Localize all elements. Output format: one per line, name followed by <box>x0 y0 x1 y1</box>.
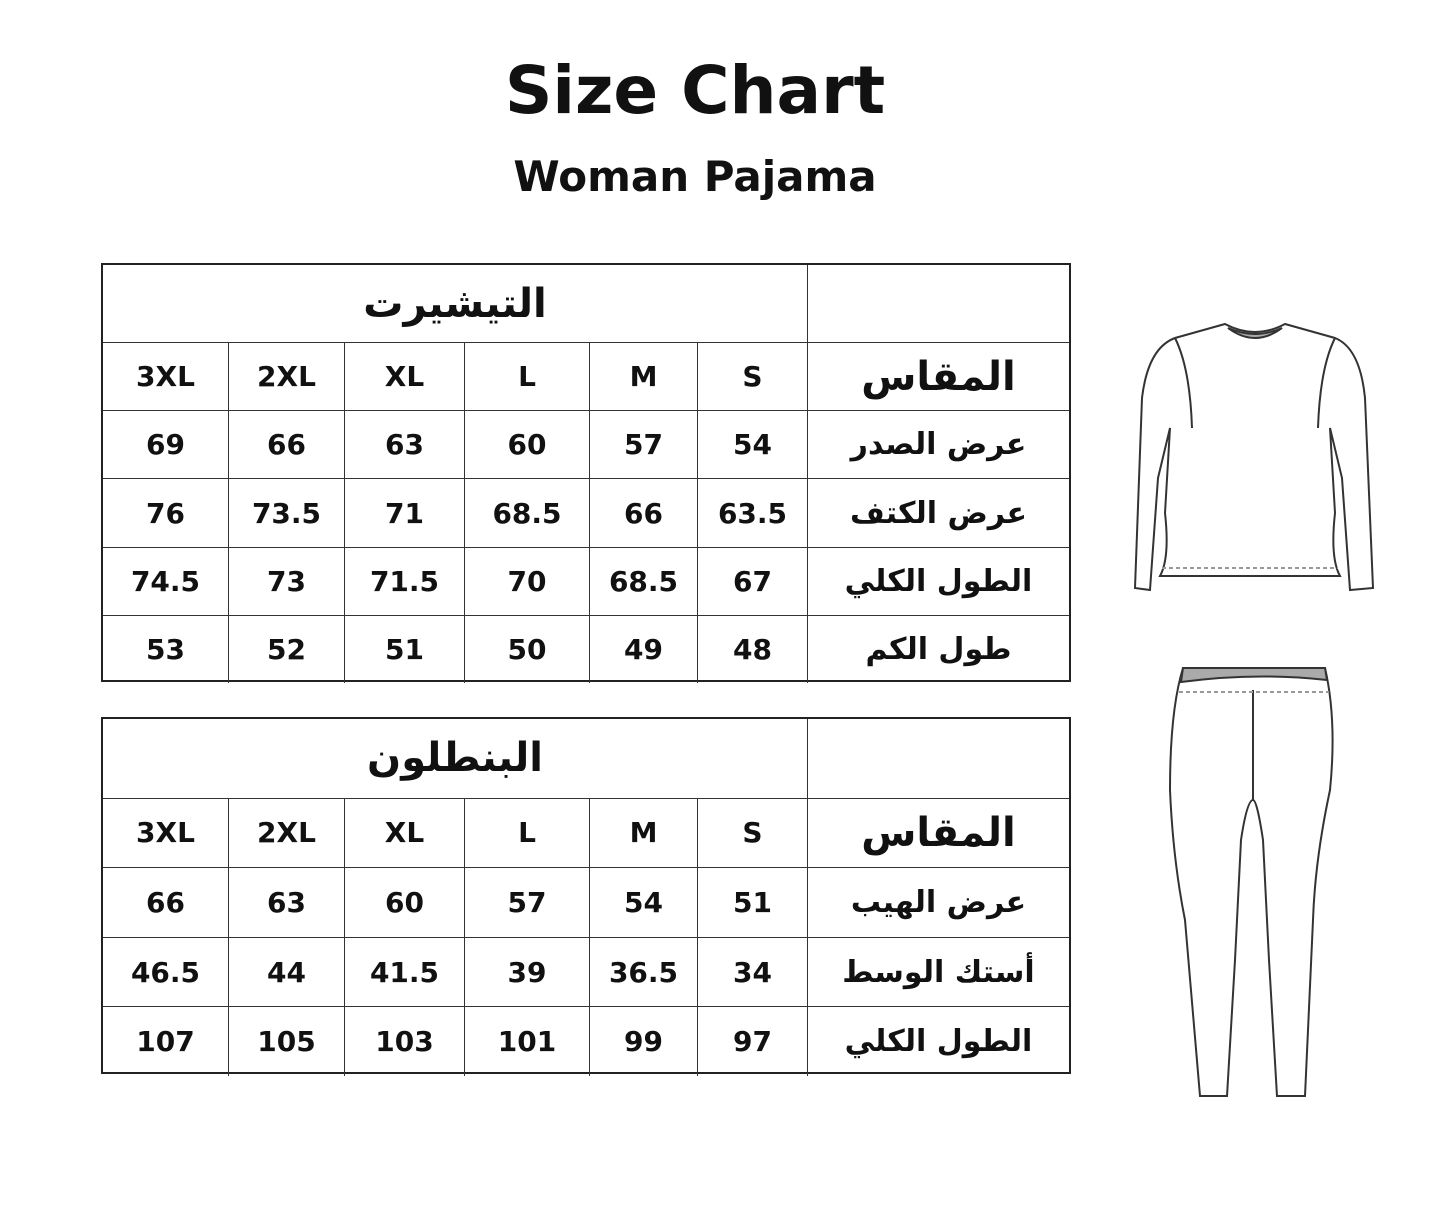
size-header-L: L <box>464 798 589 868</box>
measurement-value: 48 <box>697 615 807 683</box>
measurement-value: 70 <box>464 547 589 615</box>
measurement-label: عرض الكتف <box>807 479 1069 547</box>
measurement-value: 39 <box>464 937 589 1007</box>
long-sleeve-shirt-illustration <box>1133 322 1375 592</box>
page-title: Size Chart <box>504 52 886 129</box>
measurement-value: 51 <box>697 868 807 937</box>
pants-size-table: البنطلون المقاس S M L XL 2XL 3XL عرض الهيب 51 54 57… <box>101 717 1071 1076</box>
leggings-illustration <box>1168 667 1334 1097</box>
measurement-value: 63 <box>228 868 344 937</box>
measurement-value: 105 <box>228 1007 344 1076</box>
page-subtitle: Woman Pajama <box>513 152 877 201</box>
size-label: المقاس <box>807 343 1069 411</box>
empty-corner-cell <box>807 719 1069 798</box>
size-header-XL: XL <box>344 343 464 411</box>
measurement-value: 44 <box>228 937 344 1007</box>
measurement-row: أستك الوسط 34 36.5 39 41.5 44 46.5 <box>103 936 1069 1007</box>
size-header-row: المقاس S M L XL 2XL 3XL <box>103 797 1069 868</box>
measurement-label: طول الكم <box>807 615 1069 683</box>
measurement-value: 36.5 <box>589 937 697 1007</box>
tshirt-size-table: التيشيرت المقاس S M L XL 2XL 3XL عرض الصدر 54 57 60… <box>101 263 1071 683</box>
measurement-value: 68.5 <box>589 547 697 615</box>
measurement-row: عرض الهيب 51 54 57 60 63 66 <box>103 867 1069 937</box>
measurement-label: أستك الوسط <box>807 937 1069 1007</box>
measurement-value: 66 <box>146 885 185 919</box>
measurement-row: الطول الكلي 67 68.5 70 71.5 73 74.5 <box>103 546 1069 615</box>
measurement-label: الطول الكلي <box>807 1007 1069 1076</box>
measurement-value: 60 <box>344 868 464 937</box>
measurement-value: 67 <box>697 547 807 615</box>
measurement-value: 71 <box>344 479 464 547</box>
size-header-M: M <box>589 343 697 411</box>
measurement-value: 54 <box>589 868 697 937</box>
measurement-value: 101 <box>464 1007 589 1076</box>
section-title: البنطلون <box>367 735 543 782</box>
measurement-value: 76 <box>146 496 185 530</box>
size-header-row: المقاس S M L XL 2XL 3XL <box>103 342 1069 411</box>
size-header-3XL: 3XL <box>136 360 195 394</box>
measurement-row: عرض الصدر 54 57 60 63 66 69 <box>103 410 1069 479</box>
measurement-value: 52 <box>228 615 344 683</box>
measurement-label: عرض الهيب <box>807 868 1069 937</box>
measurement-value: 71.5 <box>344 547 464 615</box>
measurement-value: 74.5 <box>130 564 201 598</box>
measurement-label: عرض الصدر <box>807 411 1069 479</box>
empty-corner-cell <box>807 265 1069 343</box>
measurement-value: 73 <box>228 547 344 615</box>
measurement-value: 53 <box>146 632 185 666</box>
measurement-value: 63 <box>344 411 464 479</box>
measurement-value: 73.5 <box>228 479 344 547</box>
section-title: التيشيرت <box>363 280 547 327</box>
measurement-value: 57 <box>464 868 589 937</box>
measurement-value: 97 <box>697 1007 807 1076</box>
size-header-3XL: 3XL <box>136 816 195 850</box>
size-header-S: S <box>697 343 807 411</box>
measurement-value: 34 <box>697 937 807 1007</box>
measurement-row: طول الكم 48 49 50 51 52 53 <box>103 614 1069 683</box>
measurement-value: 99 <box>589 1007 697 1076</box>
measurement-value: 49 <box>589 615 697 683</box>
section-header-row: البنطلون <box>103 719 1069 798</box>
measurement-value: 66 <box>228 411 344 479</box>
measurement-label: الطول الكلي <box>807 547 1069 615</box>
measurement-value: 107 <box>136 1025 195 1059</box>
measurement-value: 41.5 <box>344 937 464 1007</box>
measurement-value: 66 <box>589 479 697 547</box>
size-header-2XL: 2XL <box>228 343 344 411</box>
size-header-2XL: 2XL <box>228 798 344 868</box>
measurement-value: 50 <box>464 615 589 683</box>
measurement-value: 46.5 <box>130 955 201 989</box>
size-header-L: L <box>464 343 589 411</box>
measurement-value: 69 <box>146 428 185 462</box>
measurement-value: 68.5 <box>464 479 589 547</box>
size-header-XL: XL <box>344 798 464 868</box>
measurement-value: 60 <box>464 411 589 479</box>
measurement-value: 63.5 <box>697 479 807 547</box>
size-label: المقاس <box>807 798 1069 868</box>
measurement-value: 51 <box>344 615 464 683</box>
size-header-S: S <box>697 798 807 868</box>
size-header-M: M <box>589 798 697 868</box>
measurement-value: 103 <box>344 1007 464 1076</box>
measurement-row: عرض الكتف 63.5 66 68.5 71 73.5 76 <box>103 478 1069 547</box>
measurement-value: 57 <box>589 411 697 479</box>
measurement-row: الطول الكلي 97 99 101 103 105 107 <box>103 1006 1069 1076</box>
measurement-value: 54 <box>697 411 807 479</box>
section-header-row: التيشيرت <box>103 265 1069 343</box>
